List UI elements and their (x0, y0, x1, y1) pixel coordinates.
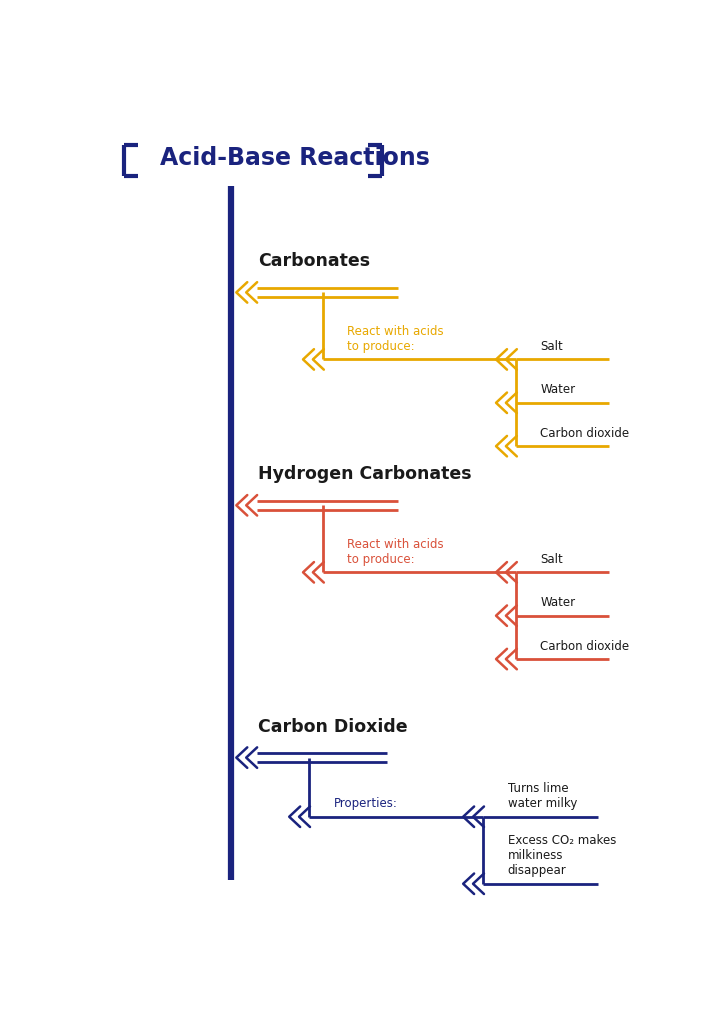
Text: React with acids
to produce:: React with acids to produce: (347, 325, 444, 353)
Text: Carbonates: Carbonates (258, 252, 370, 270)
Text: Carbon Dioxide: Carbon Dioxide (258, 718, 408, 735)
Text: Excess CO₂ makes
milkiness
disappear: Excess CO₂ makes milkiness disappear (508, 835, 616, 878)
Text: Carbon dioxide: Carbon dioxide (540, 427, 629, 440)
Text: Water: Water (540, 596, 575, 609)
Text: React with acids
to produce:: React with acids to produce: (347, 538, 444, 566)
Text: Salt: Salt (540, 553, 563, 566)
Text: Turns lime
water milky: Turns lime water milky (508, 782, 577, 810)
Text: Acid-Base Reactions: Acid-Base Reactions (160, 146, 429, 170)
Text: Carbon dioxide: Carbon dioxide (540, 640, 629, 652)
Text: Water: Water (540, 383, 575, 396)
Text: Properties:: Properties: (334, 798, 397, 810)
Text: Salt: Salt (540, 340, 563, 353)
Text: Hydrogen Carbonates: Hydrogen Carbonates (258, 465, 472, 483)
